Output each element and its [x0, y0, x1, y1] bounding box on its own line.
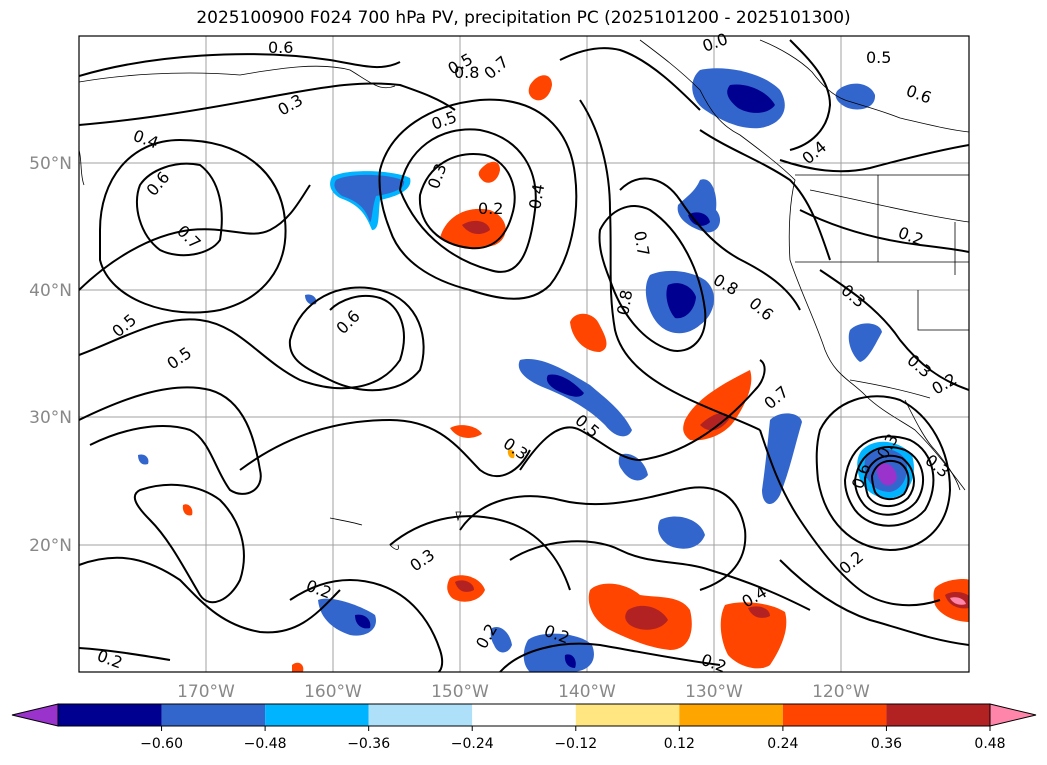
colorbar-extend-high — [989, 703, 1037, 727]
contour-label: 0.4 — [525, 182, 548, 210]
contour-label: 0.5 — [866, 48, 891, 67]
colorbar-tick-label: −0.24 — [451, 736, 494, 752]
colorbar-cell — [161, 704, 266, 726]
colorbar-cell — [575, 704, 680, 726]
colorbar-cell — [782, 704, 887, 726]
lon-label-150w: 150°W — [431, 682, 489, 702]
colorbar-cell — [58, 704, 162, 726]
lon-label-120w: 120°W — [812, 682, 870, 702]
colorbar-tick-label: 0.24 — [767, 736, 798, 752]
colorbar-tick-label: 0.36 — [871, 736, 902, 752]
contour-label: 0.2 — [478, 199, 503, 218]
lon-label-170w: 170°W — [177, 682, 235, 702]
colorbar-cell — [472, 704, 576, 726]
colorbar-tick-label: −0.60 — [140, 736, 183, 752]
colorbar-cell — [886, 704, 990, 726]
map-frame — [78, 35, 970, 673]
map-background — [79, 36, 969, 672]
colorbar-cell — [265, 704, 369, 726]
contour-label: 0.7 — [630, 229, 653, 257]
lon-label-160w: 160°W — [304, 682, 362, 702]
contour-label: 0.8 — [454, 63, 479, 82]
colorbar-tick-label: −0.48 — [244, 736, 287, 752]
map-layers — [79, 36, 969, 672]
precip-negative-areas — [138, 68, 914, 672]
lon-label-140w: 140°W — [558, 682, 616, 702]
colorbar-cell — [679, 704, 783, 726]
colorbar-extend-low — [11, 703, 59, 727]
lat-label-20n: 20°N — [29, 536, 72, 556]
pv-contours — [79, 39, 969, 672]
lat-label-30n: 30°N — [29, 408, 72, 428]
longitude-labels: 170°W 160°W 150°W 140°W 130°W 120°W — [177, 682, 870, 702]
contour-label: 0.8 — [613, 288, 636, 316]
colorbar-tick-label: 0.12 — [664, 736, 695, 752]
lon-label-130w: 130°W — [685, 682, 743, 702]
lat-label-50n: 50°N — [29, 154, 72, 174]
figure-title: 2025100900 F024 700 hPa PV, precipitatio… — [196, 8, 851, 28]
contour-label: 0.6 — [268, 38, 293, 57]
colorbar-cell — [368, 704, 473, 726]
colorbar-tick-label: −0.12 — [554, 736, 597, 752]
precip-positive-areas — [182, 75, 969, 672]
colorbar-tick-label: 0.48 — [974, 736, 1005, 752]
colorbar: −0.60 −0.48 −0.36 −0.24 −0.12 0.12 0.24 0.36 0.4… — [11, 703, 1037, 752]
colorbar-tick-label: −0.36 — [347, 736, 390, 752]
gridlines — [79, 36, 969, 672]
latitude-labels: 50°N 40°N 30°N 20°N — [29, 154, 72, 556]
coastlines — [79, 39, 969, 550]
lat-label-40n: 40°N — [29, 281, 72, 301]
